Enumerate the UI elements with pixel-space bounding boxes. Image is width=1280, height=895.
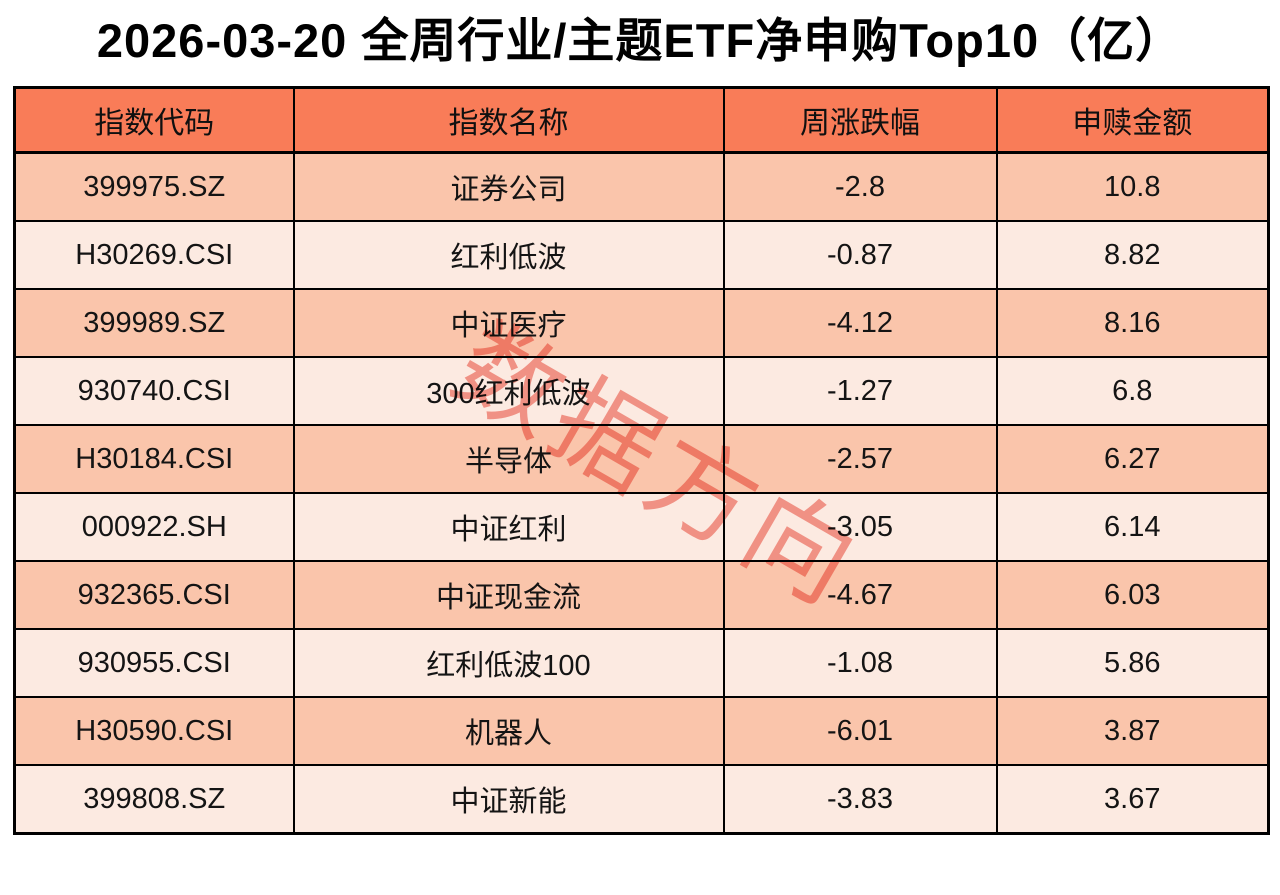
cell-index-code: 399808.SZ [13, 764, 295, 835]
cell-weekly-change: -2.57 [722, 424, 998, 494]
cell-index-code: H30269.CSI [13, 220, 295, 290]
cell-amount: 6.8 [995, 356, 1270, 426]
cell-weekly-change: -4.67 [722, 560, 998, 630]
table-row: 930740.CSI 300红利低波 -1.27 6.8 [13, 356, 1270, 426]
table-row: 399808.SZ 中证新能 -3.83 3.67 [13, 764, 1270, 835]
cell-amount: 3.87 [995, 696, 1270, 766]
cell-amount: 8.82 [995, 220, 1270, 290]
etf-report-page: 2026-03-20 全周行业/主题ETF净申购Top10（亿） 指数代码 指数名… [13, 14, 1270, 835]
cell-index-name: 300红利低波 [292, 356, 725, 426]
table-row: H30184.CSI 半导体 -2.57 6.27 [13, 424, 1270, 494]
header-cell-amount: 申赎金额 [995, 86, 1270, 154]
cell-weekly-change: -3.83 [722, 764, 998, 835]
cell-weekly-change: -4.12 [722, 288, 998, 358]
table-row: 399989.SZ 中证医疗 -4.12 8.16 [13, 288, 1270, 358]
cell-index-code: 399989.SZ [13, 288, 295, 358]
table-row: 000922.SH 中证红利 -3.05 6.14 [13, 492, 1270, 562]
cell-index-name: 中证红利 [292, 492, 725, 562]
cell-index-code: 000922.SH [13, 492, 295, 562]
cell-index-name: 证券公司 [292, 151, 725, 222]
cell-index-code: H30590.CSI [13, 696, 295, 766]
cell-weekly-change: -6.01 [722, 696, 998, 766]
table-header: 指数代码 指数名称 周涨跌幅 申赎金额 [13, 86, 1270, 154]
table-header-row: 指数代码 指数名称 周涨跌幅 申赎金额 [13, 86, 1270, 154]
table-row: H30269.CSI 红利低波 -0.87 8.82 [13, 220, 1270, 290]
table-row: 930955.CSI 红利低波100 -1.08 5.86 [13, 628, 1270, 698]
cell-index-name: 红利低波100 [292, 628, 725, 698]
page-title: 2026-03-20 全周行业/主题ETF净申购Top10（亿） [96, 14, 1184, 67]
header-cell-index-code: 指数代码 [13, 86, 295, 154]
table-row: 399975.SZ 证券公司 -2.8 10.8 [13, 151, 1270, 222]
cell-amount: 3.67 [995, 764, 1270, 835]
cell-index-code: H30184.CSI [13, 424, 295, 494]
table-row: 932365.CSI 中证现金流 -4.67 6.03 [13, 560, 1270, 630]
etf-table: 指数代码 指数名称 周涨跌幅 申赎金额 399975.SZ 证券公司 -2.8 10.8 H3… [13, 86, 1270, 835]
header-cell-index-name: 指数名称 [292, 86, 725, 154]
header-cell-weekly-change: 周涨跌幅 [722, 86, 998, 154]
cell-index-code: 932365.CSI [13, 560, 295, 630]
cell-index-name: 半导体 [292, 424, 725, 494]
table-row: H30590.CSI 机器人 -6.01 3.87 [13, 696, 1270, 766]
cell-index-name: 中证现金流 [292, 560, 725, 630]
cell-weekly-change: -2.8 [722, 151, 998, 222]
cell-index-code: 930740.CSI [13, 356, 295, 426]
cell-index-code: 399975.SZ [13, 151, 295, 222]
cell-weekly-change: -1.08 [722, 628, 998, 698]
cell-weekly-change: -3.05 [722, 492, 998, 562]
cell-amount: 5.86 [995, 628, 1270, 698]
cell-amount: 10.8 [995, 151, 1270, 222]
cell-weekly-change: -1.27 [722, 356, 998, 426]
cell-amount: 6.14 [995, 492, 1270, 562]
table-body: 399975.SZ 证券公司 -2.8 10.8 H30269.CSI 红利低波 -0.87… [13, 151, 1270, 835]
cell-index-code: 930955.CSI [13, 628, 295, 698]
cell-amount: 6.27 [995, 424, 1270, 494]
cell-index-name: 中证医疗 [292, 288, 725, 358]
cell-amount: 6.03 [995, 560, 1270, 630]
cell-amount: 8.16 [995, 288, 1270, 358]
cell-index-name: 中证新能 [292, 764, 725, 835]
cell-index-name: 红利低波 [292, 220, 725, 290]
cell-index-name: 机器人 [292, 696, 725, 766]
cell-weekly-change: -0.87 [722, 220, 998, 290]
